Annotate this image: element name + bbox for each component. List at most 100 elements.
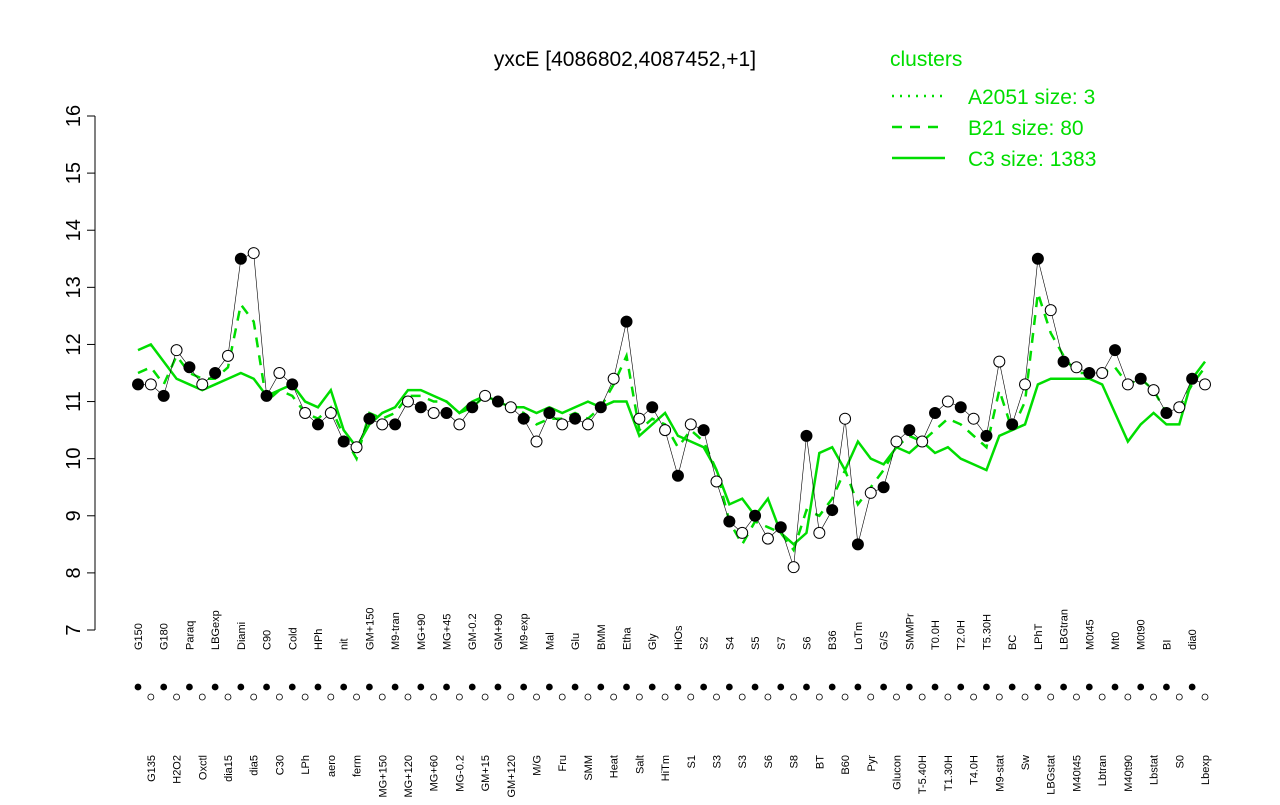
x-tick-label: G/S — [879, 631, 891, 650]
point — [864, 486, 877, 499]
rug-mark — [173, 693, 180, 701]
rug-mark — [918, 693, 926, 701]
rug-mark — [545, 683, 553, 691]
rug-mark — [327, 693, 335, 701]
point — [813, 526, 826, 539]
rug-mark — [1034, 683, 1042, 691]
point — [324, 406, 337, 419]
x-tick-label: Glucon — [891, 755, 903, 790]
x-tick-label: B36 — [827, 630, 839, 650]
point — [1173, 401, 1186, 414]
x-tick-label: S1 — [686, 755, 698, 768]
point — [980, 429, 993, 442]
rug-mark — [314, 683, 322, 691]
series-line — [137, 342, 1206, 547]
point — [530, 435, 543, 448]
point — [350, 441, 363, 454]
point — [1199, 378, 1211, 391]
x-tick-label: LPhT — [1033, 623, 1045, 650]
rug-mark — [1060, 683, 1067, 691]
point — [517, 412, 530, 425]
rug-mark — [1137, 683, 1145, 691]
rug-mark — [468, 683, 476, 691]
x-tick-label: Etha — [622, 626, 634, 650]
x-tick-label: T4.0H — [969, 755, 981, 785]
rug-mark — [1073, 693, 1080, 701]
rug-mark — [160, 683, 168, 691]
rug-mark — [507, 693, 515, 701]
rug-mark — [481, 693, 489, 701]
point — [414, 401, 427, 414]
x-tick-label: Fru — [557, 755, 569, 772]
rug-mark — [391, 683, 399, 691]
x-tick-label: H2O2 — [172, 755, 184, 784]
x-tick-label: GM-0.2 — [467, 613, 479, 650]
point — [736, 526, 749, 539]
point-line — [138, 252, 1206, 568]
x-tick-label: Pyr — [866, 755, 878, 772]
x-tick-label: Cold — [287, 627, 299, 650]
x-tick-label: Oxctl — [197, 755, 209, 780]
point — [479, 389, 492, 402]
point — [196, 378, 209, 391]
x-tick-label: MG+45 — [442, 614, 454, 650]
point — [1109, 344, 1122, 357]
x-tick-label: S7 — [776, 637, 788, 650]
x-tick-label: G180 — [159, 623, 171, 650]
x-tick-label: M9-exp — [519, 613, 531, 650]
rug-mark — [250, 693, 258, 701]
point — [1083, 367, 1096, 379]
point — [299, 406, 312, 419]
point — [247, 247, 260, 260]
point — [311, 418, 324, 431]
rug-mark — [1150, 693, 1157, 701]
point — [594, 401, 607, 414]
x-tick-label: T5.30H — [981, 614, 993, 650]
x-tick-label: G135 — [146, 755, 158, 782]
x-tick-label: G150 — [133, 623, 145, 650]
point — [684, 418, 697, 431]
x-tick-label: GM+150 — [364, 608, 376, 651]
x-tick-label: HPh — [313, 629, 325, 650]
point — [646, 401, 659, 414]
point — [941, 395, 954, 408]
rug-mark — [841, 693, 849, 701]
rug-mark — [1047, 693, 1055, 701]
rug-mark — [224, 693, 232, 701]
point — [376, 418, 389, 431]
point — [440, 406, 453, 419]
x-tick-label: nit — [339, 638, 351, 650]
rug-mark — [815, 693, 823, 701]
point — [1186, 372, 1199, 385]
point — [1044, 304, 1057, 317]
point — [543, 406, 556, 419]
rug-mark — [700, 683, 708, 691]
x-tick-label: LoTm — [853, 622, 865, 650]
rug-mark — [558, 693, 566, 701]
point — [1160, 406, 1173, 419]
point — [761, 532, 774, 545]
rug-mark — [687, 693, 695, 701]
x-tick-label: S4 — [724, 637, 736, 650]
point — [389, 418, 402, 431]
x-tick-label: S5 — [750, 637, 762, 650]
rug-mark — [777, 683, 785, 691]
rug-mark — [301, 693, 309, 701]
x-tick-label: Lbstat — [1149, 755, 1161, 785]
rug-mark — [443, 683, 450, 691]
x-tick-label: S2 — [699, 637, 711, 650]
rug-mark — [1163, 683, 1170, 691]
point — [1134, 372, 1147, 385]
point — [633, 412, 646, 425]
rug-mark — [661, 693, 669, 701]
point — [144, 378, 157, 391]
point — [839, 412, 852, 425]
rug-mark — [288, 683, 296, 691]
x-tick-label: Lbtran — [1097, 755, 1109, 786]
x-tick-label: S6 — [763, 755, 775, 768]
x-tick-label: LBGstat — [1046, 755, 1058, 795]
point — [556, 418, 569, 431]
rug-mark — [970, 693, 978, 701]
x-tick-label: T2.0H — [956, 620, 968, 650]
rug-mark — [1008, 683, 1016, 691]
